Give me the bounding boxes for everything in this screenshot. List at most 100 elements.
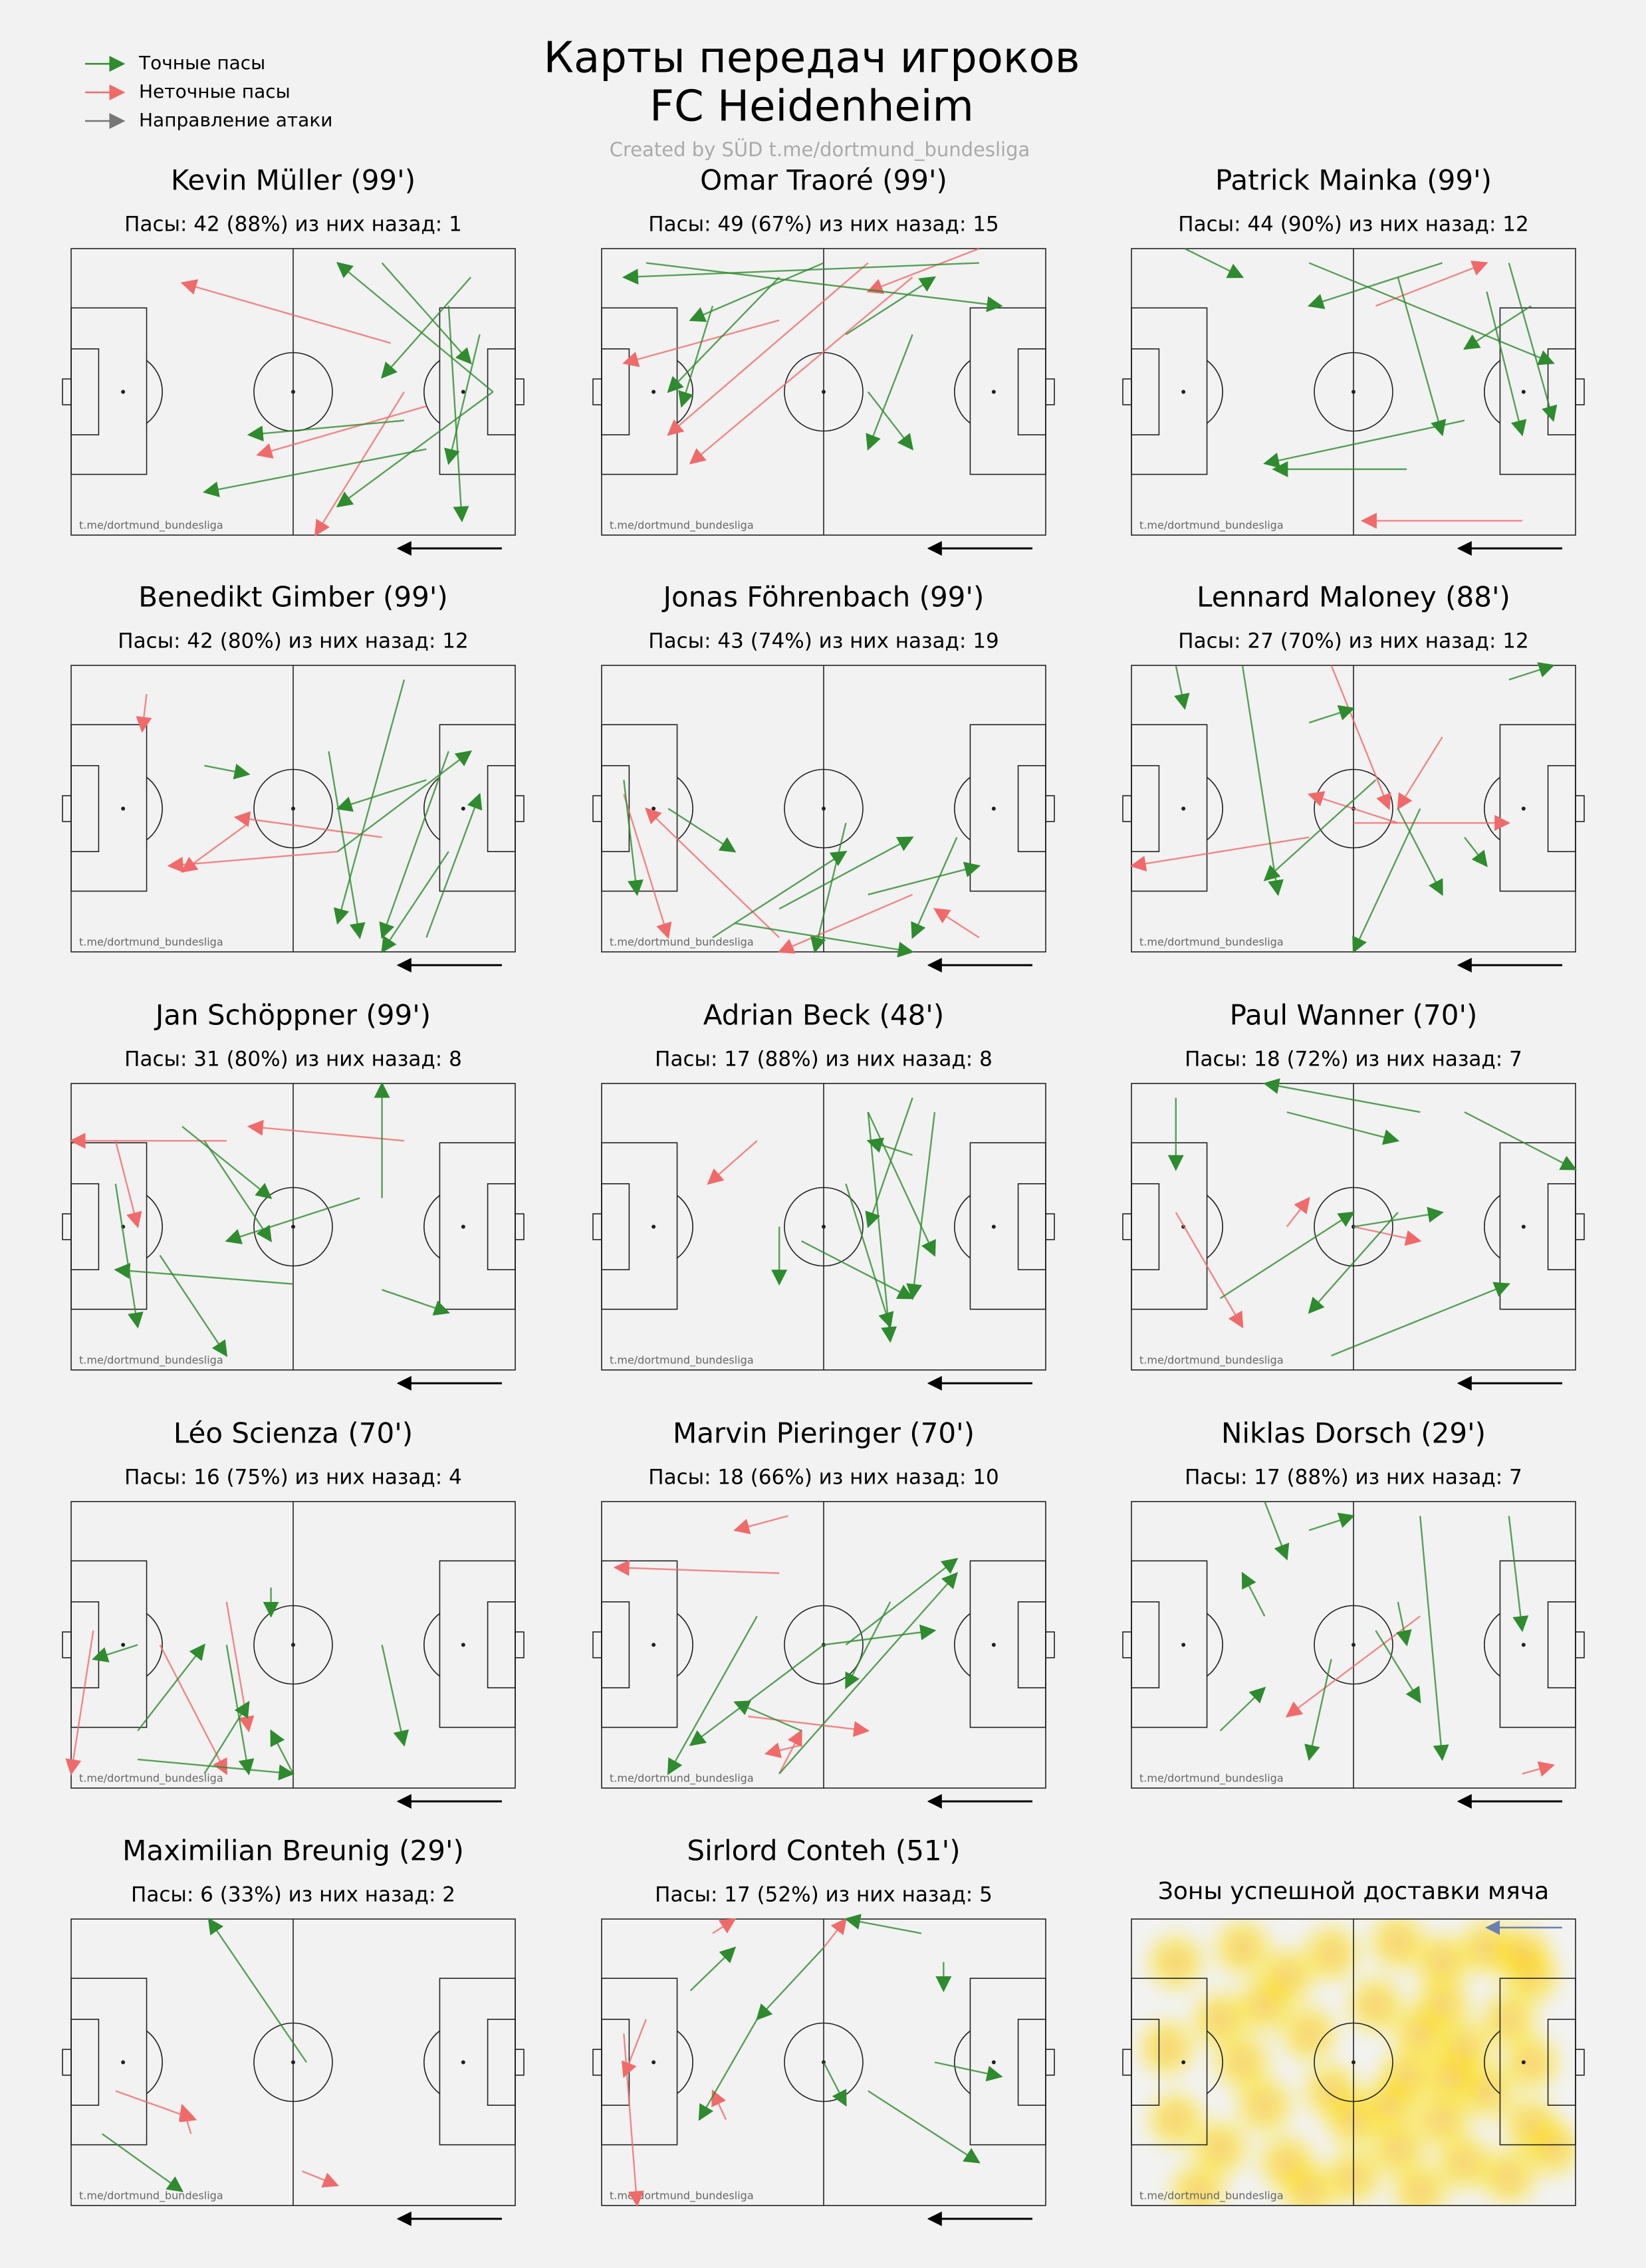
zone-core bbox=[1408, 2179, 1433, 2204]
penalty-arc bbox=[146, 1194, 163, 1259]
accurate-pass bbox=[1308, 262, 1555, 366]
player-stats: Пасы: 16 (75%) из них назад: 4 bbox=[124, 1466, 462, 1490]
player-stats: Пасы: 17 (88%) из них назад: 8 bbox=[655, 1048, 993, 1072]
penalty-spot bbox=[991, 2060, 996, 2065]
penalty-arc bbox=[146, 360, 163, 424]
accurate-pass bbox=[381, 851, 449, 953]
player-name: Maximilian Breunig (29') bbox=[122, 1835, 464, 1867]
center-circle bbox=[784, 768, 864, 849]
penalty-spot bbox=[461, 1643, 465, 1647]
accurate-pass bbox=[181, 1125, 273, 1199]
player-panel: Léo Scienza (70') Пасы: 16 (75%) из них н… bbox=[62, 1417, 525, 1809]
penalty-arc bbox=[954, 360, 971, 424]
player-name: Marvin Pieringer (70') bbox=[673, 1417, 975, 1450]
player-name: Adrian Beck (48') bbox=[703, 999, 944, 1032]
accurate-pass bbox=[1308, 1512, 1355, 1531]
penalty-arc bbox=[1207, 2030, 1223, 2095]
watermark: t.me/dortmund_bundesliga bbox=[610, 2190, 754, 2203]
inaccurate-pass bbox=[764, 1742, 802, 1758]
accurate-pass bbox=[225, 1197, 360, 1244]
penalty-arc bbox=[423, 1194, 440, 1259]
watermark: t.me/dortmund_bundesliga bbox=[610, 936, 754, 949]
accurate-pass bbox=[328, 751, 366, 939]
accurate-pass bbox=[425, 792, 483, 938]
zone-core bbox=[1208, 2136, 1233, 2160]
accurate-pass bbox=[1263, 419, 1465, 469]
player-stats: Пасы: 42 (80%) из них назад: 12 bbox=[118, 629, 468, 653]
accurate-pass bbox=[906, 1111, 936, 1300]
penalty-arc bbox=[1484, 1194, 1500, 1259]
goal bbox=[592, 1631, 602, 1658]
center-spot bbox=[822, 806, 826, 811]
accurate-pass bbox=[1263, 779, 1377, 881]
accurate-pass bbox=[381, 262, 472, 365]
inaccurate-pass bbox=[778, 1729, 802, 1775]
accurate-pass bbox=[333, 679, 406, 925]
penalty-spot bbox=[1181, 2060, 1186, 2065]
accurate-pass bbox=[382, 1289, 451, 1316]
accurate-pass bbox=[203, 1700, 250, 1775]
accurate-pass bbox=[102, 2133, 183, 2192]
accurate-pass bbox=[1396, 1601, 1412, 1646]
goal bbox=[1045, 378, 1055, 405]
goal bbox=[62, 1213, 72, 1240]
center-circle bbox=[1314, 768, 1393, 849]
inaccurate-pass bbox=[180, 279, 392, 344]
center-circle bbox=[253, 2022, 333, 2102]
penalty-spot bbox=[651, 806, 656, 811]
accurate-pass bbox=[203, 1140, 272, 1243]
player-panel: Lennard Maloney (88') Пасы: 27 (70%) из н… bbox=[1122, 581, 1585, 972]
zone-core bbox=[1252, 2093, 1277, 2118]
goal bbox=[62, 378, 72, 405]
accurate-pass bbox=[756, 1947, 824, 2021]
player-panel: Adrian Beck (48') Пасы: 17 (88%) из них н… bbox=[592, 999, 1055, 1391]
penalty-arc bbox=[1207, 1194, 1223, 1259]
accurate-pass bbox=[337, 750, 473, 853]
accurate-pass bbox=[1419, 1516, 1449, 1761]
inaccurate-pass bbox=[178, 2103, 194, 2134]
player-name: Sirlord Conteh (51') bbox=[687, 1835, 960, 1867]
goal bbox=[1122, 795, 1132, 822]
inaccurate-pass bbox=[689, 277, 913, 465]
accurate-pass bbox=[1174, 665, 1190, 711]
accurate-pass bbox=[1308, 705, 1355, 724]
center-spot bbox=[291, 390, 295, 394]
accurate-pass bbox=[1331, 1282, 1511, 1357]
player-name: Léo Scienza (70') bbox=[174, 1417, 413, 1450]
accurate-pass bbox=[623, 780, 644, 897]
player-name: Jonas Föhrenbach (99') bbox=[661, 581, 985, 614]
inaccurate-pass bbox=[247, 1119, 405, 1142]
accurate-pass bbox=[911, 837, 958, 939]
player-stats: Пасы: 17 (52%) из них назад: 5 bbox=[655, 1883, 993, 1907]
accurate-pass bbox=[667, 808, 737, 853]
goal bbox=[1122, 2049, 1132, 2076]
accurate-pass bbox=[868, 861, 981, 895]
zone-core bbox=[1430, 1950, 1455, 1974]
accurate-pass bbox=[844, 1914, 922, 1934]
accurate-pass bbox=[678, 305, 714, 408]
accurate-pass bbox=[1263, 1078, 1421, 1113]
penalty-spot bbox=[651, 1643, 656, 1647]
penalty-spot bbox=[1521, 1224, 1526, 1229]
watermark: t.me/dortmund_bundesliga bbox=[610, 519, 754, 532]
penalty-spot bbox=[1521, 806, 1526, 811]
accurate-pass bbox=[865, 1097, 913, 1228]
accurate-pass bbox=[1464, 1111, 1578, 1171]
accurate-pass bbox=[1286, 1111, 1400, 1145]
goal bbox=[515, 1631, 525, 1658]
accurate-pass bbox=[646, 262, 1003, 312]
penalty-spot bbox=[991, 806, 996, 811]
inaccurate-pass bbox=[622, 2019, 647, 2079]
zone-core bbox=[1408, 2021, 1433, 2046]
center-spot bbox=[1352, 390, 1355, 394]
inaccurate-pass bbox=[712, 1918, 737, 1934]
goal bbox=[592, 378, 602, 405]
inaccurate-pass bbox=[114, 1140, 142, 1228]
player-panel: Jan Schöppner (99') Пасы: 31 (80%) из них… bbox=[62, 999, 525, 1391]
watermark: t.me/dortmund_bundesliga bbox=[1139, 936, 1284, 949]
accurate-pass bbox=[1397, 808, 1443, 896]
player-panel: Benedikt Gimber (99') Пасы: 42 (80%) из н… bbox=[62, 581, 525, 972]
zone-core bbox=[1496, 2007, 1521, 2031]
inaccurate-pass bbox=[613, 1559, 780, 1576]
